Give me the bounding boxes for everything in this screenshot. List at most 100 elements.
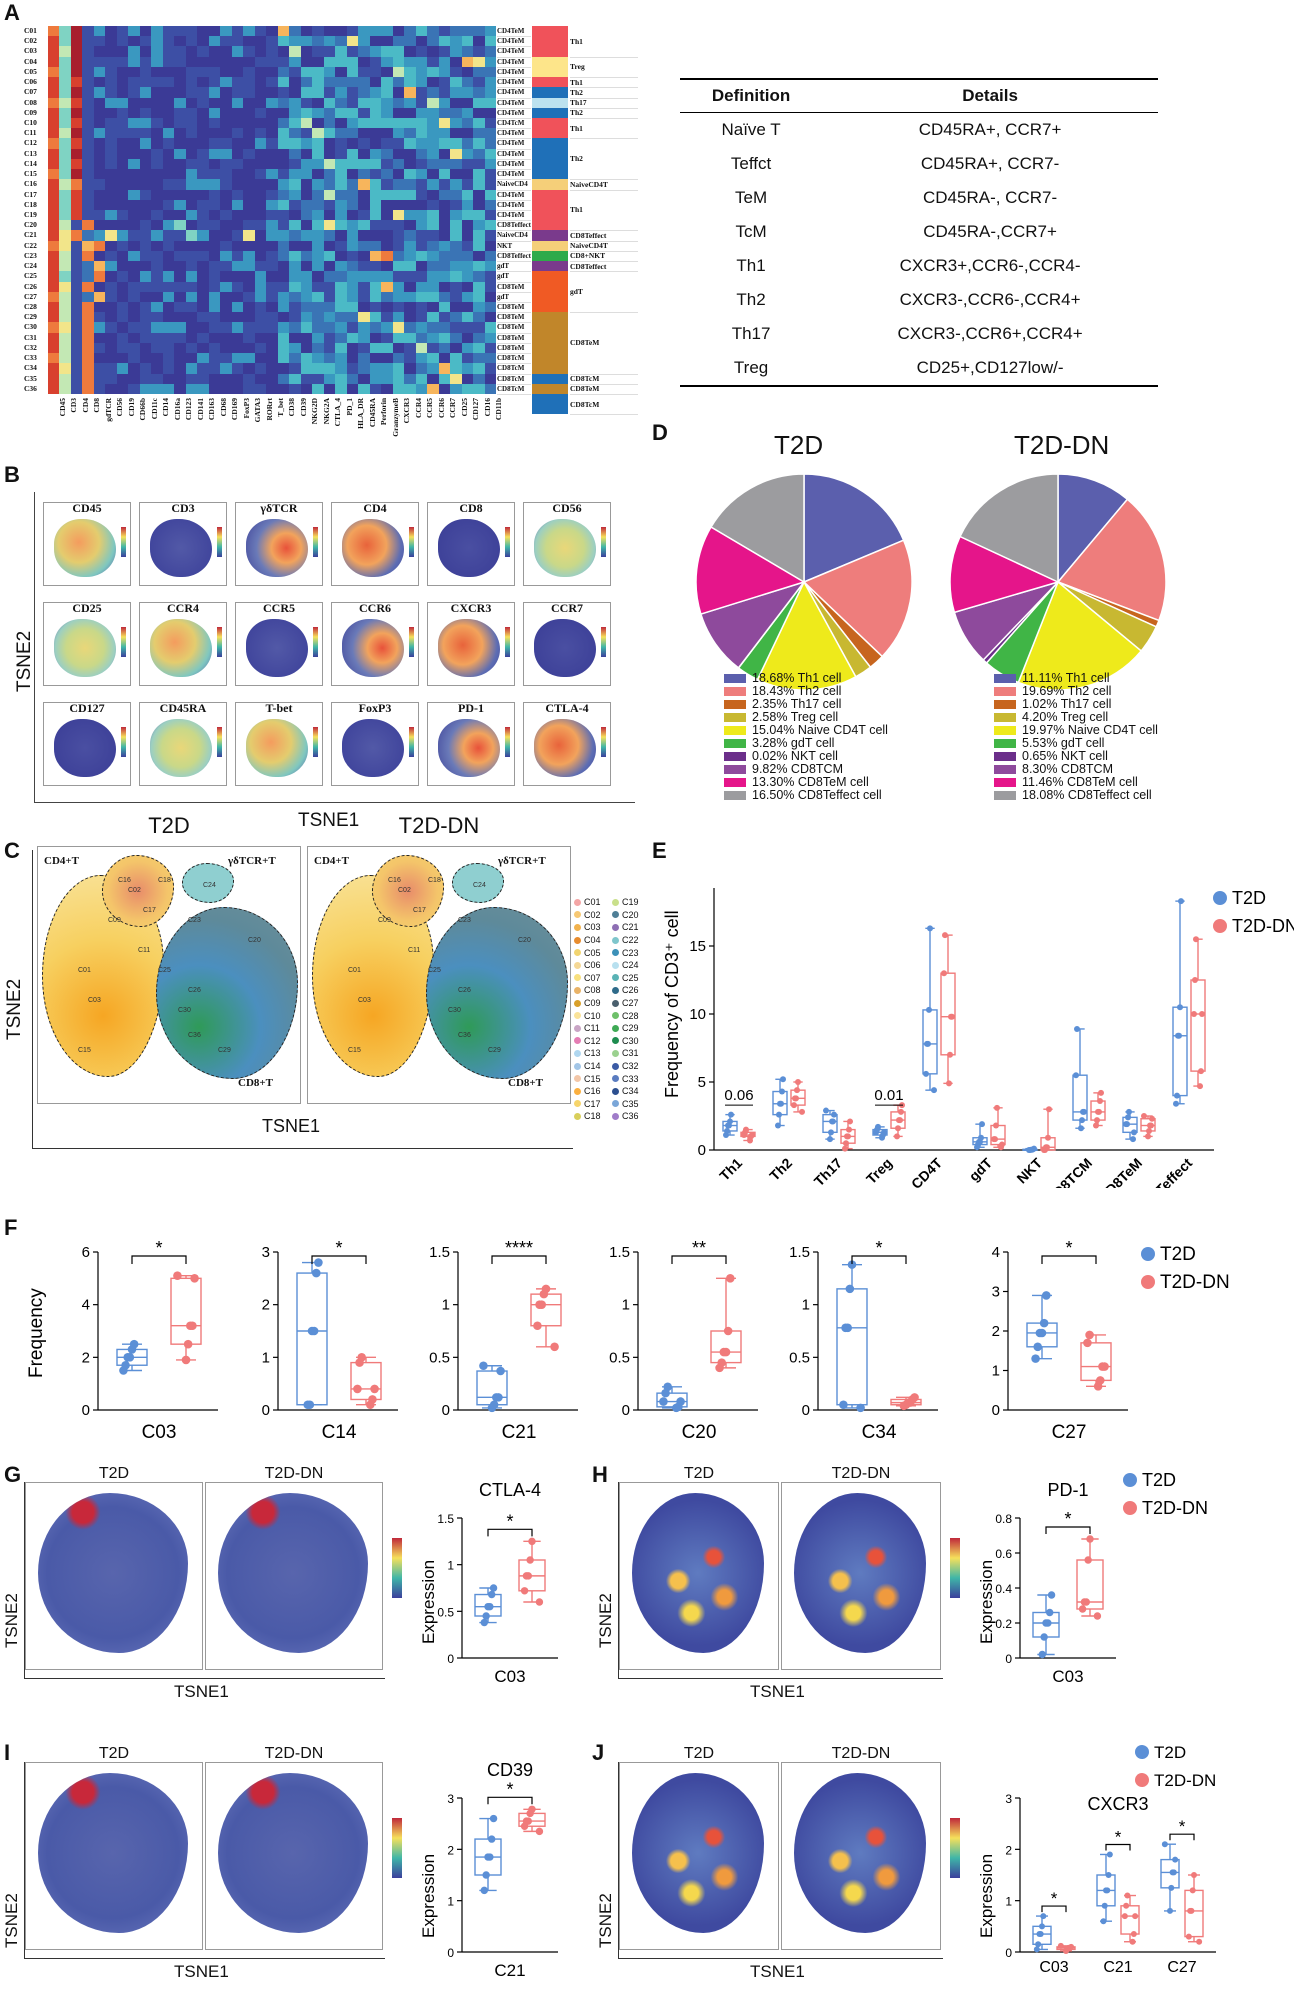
heatmap-cell [70,118,83,129]
pie-legend-label: 11.46% CD8TeM cell [1022,775,1138,789]
data-point [856,1403,865,1413]
heatmap-cell [484,342,497,354]
heatmap-cell [484,363,497,375]
heatmap-cell [312,373,325,385]
cluster-label: C11 [138,947,151,954]
heatmap-cell [358,220,371,231]
heatmap-cell [174,87,187,99]
data-point [357,1353,367,1362]
data-point [843,1323,852,1333]
heatmap-cell [335,189,348,201]
heatmap-cell [369,250,382,262]
heatmap-cell [243,179,256,191]
heatmap-cell [208,261,221,272]
tsne-frame: T2D T2D-DN [618,1745,943,1959]
box [518,1537,546,1606]
heatmap-cell [151,240,164,252]
heatmap-cell [70,383,83,395]
y-tick-label: 0.8 [995,1512,1012,1526]
heatmap-group-label: Th1 [570,190,638,232]
heatmap-cell [139,342,152,354]
marker-tsne-map [150,519,212,577]
tsne-frame: T2D T2D-DN [618,1465,943,1679]
heatmap-cell [208,26,221,37]
heatmap-cell [484,230,497,242]
heatmap-cell [128,302,141,313]
heatmap-cell [174,271,187,283]
heatmap-cell [70,169,83,180]
heatmap-cell [105,118,118,129]
heatmap-cell [70,148,83,160]
cluster-label: C18 [428,877,441,884]
data-point [780,1076,786,1083]
heatmap-cell [312,230,325,242]
heatmap-cell [415,97,428,109]
heatmap-cell [335,383,348,395]
legend-label-t2ddn: T2D-DN [1142,1498,1208,1518]
heatmap-cell [404,179,417,191]
heatmap-cell [220,240,233,252]
heatmap-cluster-type: CD4TeM [497,210,531,222]
heatmap-cell [484,189,497,201]
heatmap-cell [231,128,244,139]
heatmap-cell [105,250,118,262]
heatmap-cell [116,148,129,160]
heatmap-cell [323,87,336,99]
heatmap-cell [208,353,221,364]
data-point [721,1347,731,1357]
panel-b: TSNE2 CD45 CD3 γδTCR CD4 CD8 CD56 CD25 CCR4 CCR5… [14,492,635,832]
heatmap-cell [82,322,95,334]
heatmap-cell [208,138,221,150]
heatmap-cluster-type: CD8TcM [497,363,531,375]
heatmap-row-label: C17 [24,189,37,199]
cluster-label: C36 [188,1032,201,1039]
data-point [723,1326,733,1336]
heatmap-cell [139,261,152,272]
heatmap-cell [415,322,428,334]
data-point [846,1126,852,1133]
heatmap-cell [197,261,210,272]
heatmap-cell [438,46,451,58]
data-point [895,1125,901,1132]
heatmap-cell [254,363,267,375]
heatmap-cell [438,240,451,252]
heatmap-cell [231,353,244,364]
heatmap-cell [139,97,152,109]
heatmap-cell [70,353,83,364]
heatmap-cell [335,87,348,99]
heatmap-cell [473,271,485,283]
heatmap-cell [277,302,290,313]
heatmap-cell [266,220,279,231]
expression-cluster-label: C27 [1167,1959,1196,1976]
heatmap-cell [312,302,325,313]
heatmap-cell [70,230,83,242]
cluster-legend-label: C12 [584,1035,601,1046]
pie-legend-item: 13.30% CD8TeM cell [724,776,944,789]
heatmap-cell [277,36,290,47]
heatmap-cell [208,158,221,170]
heatmap-cell [289,199,302,211]
data-point [894,1133,900,1140]
heatmap-cluster-type: CD8TeM [497,282,531,293]
heatmap-cell [473,240,485,252]
heatmap-cell [346,322,359,334]
heatmap-cell [266,302,279,313]
heatmap-cell [208,46,221,58]
heatmap-cell [174,128,187,139]
heatmap-cell [151,169,164,180]
heatmap-cell [93,189,106,201]
details-cell: CD45RA+, CCR7+ [918,120,1062,139]
heatmap-cell [231,383,244,395]
heatmap-cell [438,36,451,47]
box-body [1080,1342,1112,1382]
heatmap-cell [450,240,463,252]
heatmap-cell [346,342,359,354]
pie-legend-label: 2.58% Treg cell [752,710,839,724]
heatmap-cell [438,312,451,323]
box [476,1361,508,1413]
heatmap-cell [427,118,440,129]
heatmap-cell [484,148,497,160]
heatmap-cell [266,383,279,395]
heatmap-cell [59,77,72,88]
